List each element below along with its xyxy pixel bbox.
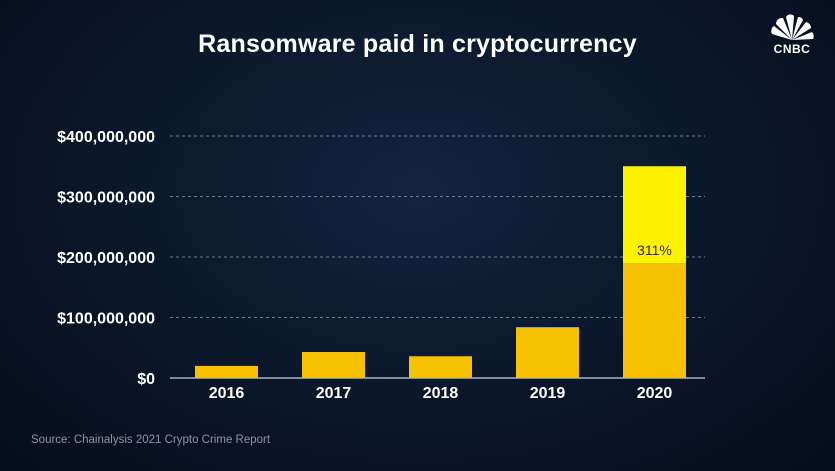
bar-2017 xyxy=(302,351,365,378)
x-tick-label: 2020 xyxy=(637,385,673,402)
logo-text: CNBC xyxy=(773,42,811,56)
bar-2020-base xyxy=(623,263,686,378)
x-tick-label: 2016 xyxy=(209,385,245,402)
y-tick-label: $100,000,000 xyxy=(57,311,155,328)
bar-2020-increase xyxy=(623,166,686,264)
bar-layer xyxy=(195,166,686,378)
increase-annotation: 311% xyxy=(637,242,672,258)
y-tick-label: $400,000,000 xyxy=(57,129,155,146)
bar-2018 xyxy=(409,356,472,378)
source-note: Source: Chainalysis 2021 Crypto Crime Re… xyxy=(31,434,271,446)
y-tick-label: $300,000,000 xyxy=(57,190,155,207)
x-tick-label: 2017 xyxy=(316,385,352,402)
y-tick-label: $0 xyxy=(137,371,155,388)
x-tick-label: 2018 xyxy=(423,385,459,402)
label-layer: $0 $100,000,000 $200,000,000 $300,000,000 $4… xyxy=(57,129,672,402)
cnbc-logo: CNBC xyxy=(764,12,820,56)
bar-2019 xyxy=(516,327,579,378)
x-tick-label: 2019 xyxy=(530,385,566,402)
peacock-icon xyxy=(771,14,814,40)
chart-title: Ransomware paid in cryptocurrency xyxy=(198,30,637,58)
y-tick-label: $200,000,000 xyxy=(57,250,155,267)
bar-2016 xyxy=(195,365,258,378)
